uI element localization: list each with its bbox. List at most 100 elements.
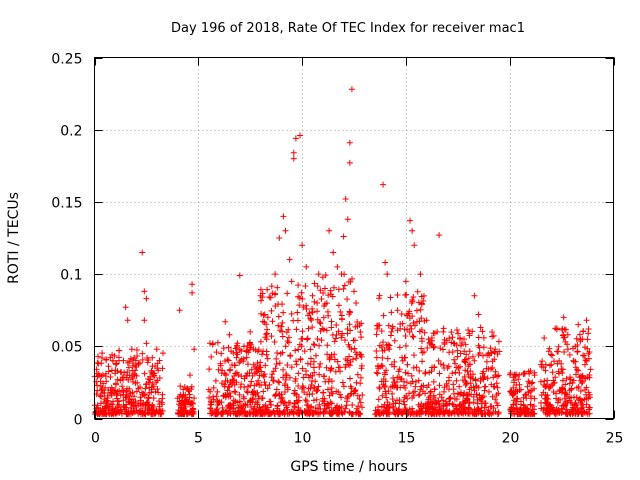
data-point (331, 284, 338, 291)
data-point (477, 324, 484, 331)
data-point (109, 357, 116, 364)
data-point (105, 363, 112, 370)
data-point (469, 371, 476, 378)
data-point (382, 378, 389, 385)
data-point (431, 386, 438, 393)
data-point (258, 395, 265, 402)
data-point (149, 354, 156, 361)
data-point (322, 272, 329, 279)
data-point (226, 331, 233, 338)
data-point (275, 378, 282, 385)
data-point (396, 400, 403, 407)
data-point (327, 287, 334, 294)
data-point (381, 384, 388, 391)
data-point (115, 347, 122, 354)
data-point (474, 406, 481, 413)
data-point (236, 391, 243, 398)
data-point (346, 139, 353, 146)
data-point (292, 347, 299, 354)
data-point (113, 410, 120, 417)
data-point (545, 348, 552, 355)
data-point (135, 400, 142, 407)
data-point (556, 409, 563, 416)
data-point (418, 300, 425, 307)
x-tick-label: 0 (91, 431, 100, 447)
data-point (310, 364, 317, 371)
data-point (275, 322, 282, 329)
data-point (373, 369, 380, 376)
data-point (411, 352, 418, 359)
data-point (280, 374, 287, 381)
data-point (579, 401, 586, 408)
data-point (305, 406, 312, 413)
data-point (410, 364, 417, 371)
data-point (341, 337, 348, 344)
data-point (295, 282, 302, 289)
data-point (220, 392, 227, 399)
data-point (476, 392, 483, 399)
data-point (307, 315, 314, 322)
data-point (295, 404, 302, 411)
data-point (573, 371, 580, 378)
data-point (309, 309, 316, 316)
data-point (177, 383, 184, 390)
data-point (304, 336, 311, 343)
data-point (453, 364, 460, 371)
data-point (98, 393, 105, 400)
data-point (575, 367, 582, 374)
data-point (410, 293, 417, 300)
data-point (527, 401, 534, 408)
data-point (251, 403, 258, 410)
data-point (97, 400, 104, 407)
data-point (219, 404, 226, 411)
data-point (280, 213, 287, 220)
data-point (520, 402, 527, 409)
data-point (159, 365, 166, 372)
data-point (398, 375, 405, 382)
data-point (559, 369, 566, 376)
data-point (186, 372, 193, 379)
data-point (95, 360, 102, 367)
data-point (311, 280, 318, 287)
data-point (436, 232, 443, 239)
data-point (94, 359, 101, 366)
data-point (244, 401, 251, 408)
data-point (471, 387, 478, 394)
data-point (240, 393, 247, 400)
data-point (394, 410, 401, 417)
data-point (113, 381, 120, 388)
data-point (425, 411, 432, 418)
data-point (139, 350, 146, 357)
data-point (415, 377, 422, 384)
data-point (454, 326, 461, 333)
data-point (122, 304, 129, 311)
data-point (273, 386, 280, 393)
data-point (380, 181, 387, 188)
data-point (297, 356, 304, 363)
data-point (399, 357, 406, 364)
chart-title: Day 196 of 2018, Rate Of TEC Index for r… (171, 21, 525, 36)
data-point (301, 389, 308, 396)
data-point (137, 384, 144, 391)
data-point (317, 360, 324, 367)
data-point (465, 355, 472, 362)
data-point (488, 350, 495, 357)
x-tick-label: 25 (606, 431, 624, 447)
data-point (440, 362, 447, 369)
data-point (495, 338, 502, 345)
data-point (338, 315, 345, 322)
data-point (276, 360, 283, 367)
data-point (461, 336, 468, 343)
data-point (408, 325, 415, 332)
x-tick-label: 10 (294, 431, 312, 447)
data-point (321, 398, 328, 405)
data-point (514, 411, 521, 418)
data-point (458, 389, 465, 396)
data-point (314, 300, 321, 307)
data-point (425, 396, 432, 403)
data-point (546, 362, 553, 369)
data-point (564, 346, 571, 353)
data-point (563, 375, 570, 382)
data-point (570, 377, 577, 384)
data-point (326, 392, 333, 399)
